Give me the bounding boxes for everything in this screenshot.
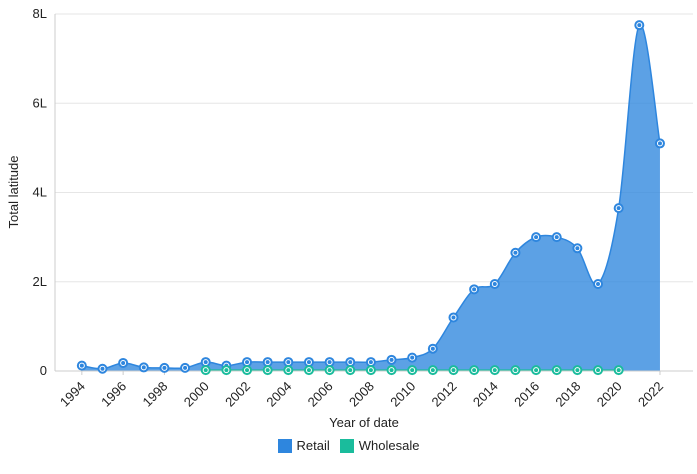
data-point-core xyxy=(472,368,477,373)
data-point-core xyxy=(492,281,497,286)
data-point-core xyxy=(79,363,84,368)
x-tick-label: 2012 xyxy=(429,379,460,410)
data-point-core xyxy=(162,365,167,370)
data-point-core xyxy=(306,368,311,373)
data-point-core xyxy=(657,141,662,146)
x-tick-label: 2010 xyxy=(387,379,418,410)
legend-item-retail[interactable]: Retail xyxy=(277,438,330,453)
data-point-core xyxy=(203,360,208,365)
data-point-core xyxy=(410,368,415,373)
x-tick-label: 2008 xyxy=(346,379,377,410)
data-point-core xyxy=(430,346,435,351)
x-tick-label: 2002 xyxy=(222,379,253,410)
legend-label-wholesale: Wholesale xyxy=(358,438,420,453)
data-point-core xyxy=(575,246,580,251)
data-point-core xyxy=(513,368,518,373)
y-tick-label: 8L xyxy=(33,6,47,21)
legend-label-retail: Retail xyxy=(296,438,330,453)
x-tick-label: 2014 xyxy=(470,379,501,410)
data-point-core xyxy=(575,368,580,373)
data-point-core xyxy=(183,365,188,370)
data-point-core xyxy=(534,235,539,240)
data-point-core xyxy=(348,360,353,365)
data-point-core xyxy=(596,281,601,286)
data-point-core xyxy=(451,315,456,320)
x-tick-label: 2004 xyxy=(263,379,294,410)
data-point-core xyxy=(389,357,394,362)
y-tick-label: 2L xyxy=(33,274,47,289)
data-point-core xyxy=(203,368,208,373)
x-tick-label: 2022 xyxy=(635,379,666,410)
legend: Retail Wholesale xyxy=(0,438,697,453)
x-axis-title: Year of date xyxy=(329,415,399,430)
legend-swatch-wholesale xyxy=(339,438,354,453)
point-layer xyxy=(76,20,665,376)
data-point-core xyxy=(327,368,332,373)
x-tick-label: 2018 xyxy=(552,379,583,410)
x-tick-label: 2006 xyxy=(305,379,336,410)
data-point-core xyxy=(534,368,539,373)
x-tick-label: 1994 xyxy=(57,379,88,410)
data-point-core xyxy=(348,368,353,373)
data-point-core xyxy=(554,368,559,373)
data-point-core xyxy=(430,368,435,373)
data-point-core xyxy=(492,368,497,373)
legend-item-wholesale[interactable]: Wholesale xyxy=(339,438,420,453)
data-point-core xyxy=(265,368,270,373)
data-point-core xyxy=(616,368,621,373)
data-point-core xyxy=(265,360,270,365)
data-point-core xyxy=(596,368,601,373)
data-point-core xyxy=(141,365,146,370)
data-point-core xyxy=(451,368,456,373)
data-point-core xyxy=(100,366,105,371)
x-tick-label: 1998 xyxy=(139,379,170,410)
data-point-core xyxy=(472,287,477,292)
data-point-core xyxy=(368,360,373,365)
y-axis-title: Total latitude xyxy=(6,156,21,229)
data-point-core xyxy=(410,355,415,360)
data-point-core xyxy=(245,360,250,365)
data-point-core xyxy=(306,360,311,365)
data-point-core xyxy=(224,368,229,373)
data-point-core xyxy=(245,368,250,373)
y-tick-label: 4L xyxy=(33,185,47,200)
x-tick-label: 2000 xyxy=(181,379,212,410)
area-layer xyxy=(81,24,661,371)
data-point-core xyxy=(513,250,518,255)
x-tick-label: 1996 xyxy=(98,379,129,410)
data-point-core xyxy=(368,368,373,373)
data-point-core xyxy=(637,23,642,28)
data-point-core xyxy=(286,368,291,373)
area-fill-retail xyxy=(81,24,660,371)
data-point-core xyxy=(554,235,559,240)
legend-swatch-retail xyxy=(277,438,292,453)
data-point-core xyxy=(327,360,332,365)
y-tick-label: 6L xyxy=(33,95,47,110)
data-point-core xyxy=(389,368,394,373)
y-tick-label: 0 xyxy=(40,363,47,378)
x-tick-label: 2016 xyxy=(511,379,542,410)
data-point-core xyxy=(121,360,126,365)
data-point-core xyxy=(616,206,621,211)
x-tick-label: 2020 xyxy=(594,379,625,410)
data-point-core xyxy=(286,360,291,365)
